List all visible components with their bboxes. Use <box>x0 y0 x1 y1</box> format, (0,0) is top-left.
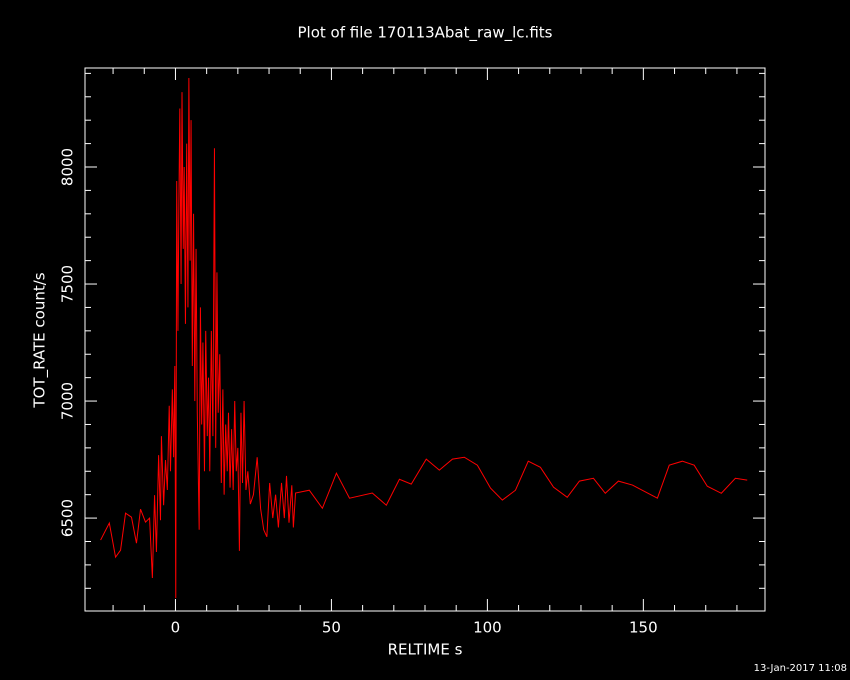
x-tick-label: 50 <box>322 619 341 637</box>
data-line <box>100 78 748 599</box>
chart-title: Plot of file 170113Abat_raw_lc.fits <box>298 24 553 43</box>
y-tick-label: 8000 <box>59 148 77 186</box>
y-tick-label: 7000 <box>59 382 77 420</box>
y-axis-label: TOT_RATE count/s <box>31 272 50 408</box>
y-tick-label: 6500 <box>59 499 77 537</box>
x-tick-label: 150 <box>629 619 658 637</box>
x-axis-label: RELTIME s <box>388 641 463 659</box>
y-tick-label: 7500 <box>59 265 77 303</box>
x-tick-label: 100 <box>473 619 502 637</box>
x-tick-label: 0 <box>171 619 181 637</box>
timestamp: 13-Jan-2017 11:08 <box>754 663 847 674</box>
